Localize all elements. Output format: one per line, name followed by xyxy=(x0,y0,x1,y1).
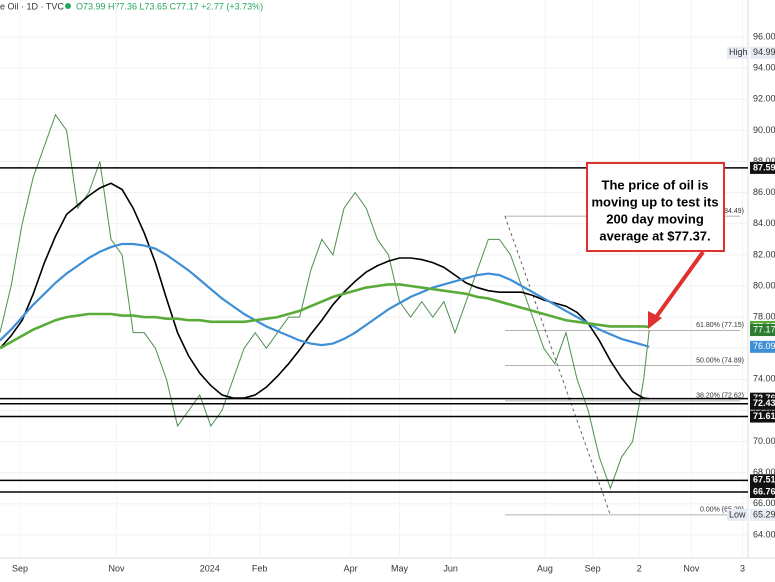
level-tag-label: 87.59 xyxy=(753,162,775,172)
annotation: The price of oil is moving up to test its… xyxy=(591,177,718,243)
annotation-line: The price of oil is xyxy=(602,177,709,192)
level-tag-label: 66.76 xyxy=(753,486,775,496)
y-tick-label: 80.00 xyxy=(753,280,775,290)
y-tick-label: 74.00 xyxy=(753,374,775,384)
arrow-head xyxy=(648,311,662,329)
price-tag-label: 77.17 xyxy=(753,324,775,334)
y-tick-label: 78.00 xyxy=(753,311,775,321)
level-tag xyxy=(750,474,775,487)
y-tick-label: 88.00 xyxy=(753,156,775,166)
annotation-box xyxy=(586,162,725,252)
y-tick-label: 84.00 xyxy=(753,218,775,228)
ohlc: O73.99 H77.36 L73.65 C77.17 +2.77 (+3.73… xyxy=(76,1,263,11)
symbol: e Oil · 1D · TVC xyxy=(0,1,64,11)
level-tag-label: 72.43 xyxy=(753,398,775,408)
x-tick-label: May xyxy=(391,563,409,573)
price-tag-label: 65.29 xyxy=(753,509,775,519)
x-tick-label: 2024 xyxy=(200,563,220,573)
x-tick-label: Apr xyxy=(344,563,358,573)
price-tag xyxy=(750,46,775,59)
x-tick-label: Sep xyxy=(585,563,601,573)
level-tag xyxy=(750,161,775,174)
price-tag-label: 76.09 xyxy=(753,341,775,351)
fib-label: 38.20% (72.62) xyxy=(696,393,744,400)
annotation-line: moving up to test its xyxy=(591,194,718,209)
price-tag-name: High xyxy=(729,47,748,57)
price-tag-name: Low xyxy=(729,509,746,519)
y-tick-label: 72.00 xyxy=(753,405,775,415)
arrow-shaft xyxy=(652,250,705,322)
trend-line xyxy=(504,215,611,516)
price-tag xyxy=(750,324,775,337)
y-tick-label: 96.00 xyxy=(753,31,775,41)
y-tick-label: 70.00 xyxy=(753,436,775,446)
y-tick-label: 82.00 xyxy=(753,249,775,259)
x-tick-label: Jun xyxy=(443,563,458,573)
x-tick-label: Aug xyxy=(537,563,553,573)
level-tag xyxy=(750,410,775,423)
x-tick-label: 3 xyxy=(740,563,745,573)
x-tick-label: Nov xyxy=(683,563,700,573)
moving-average xyxy=(0,242,650,348)
y-tick-label: 68.00 xyxy=(753,467,775,477)
level-tag-label: 67.51 xyxy=(753,475,775,485)
price-tag-label: 94.99 xyxy=(753,47,775,57)
price-line xyxy=(0,113,650,490)
x-tick-label: Sep xyxy=(12,563,28,573)
x-tick-label: Feb xyxy=(252,563,268,573)
fib-label: 61.80% (77.15) xyxy=(696,322,744,329)
fib-label: 50.00% (74.89) xyxy=(696,357,744,364)
fib-label: 84.49) xyxy=(724,208,744,215)
annotation-line: 200 day moving xyxy=(606,211,704,226)
price-tag xyxy=(750,508,775,521)
fib-label: 0.00% (65.29) xyxy=(700,507,744,514)
status-dot xyxy=(65,3,71,9)
level-tag-label: 71.61 xyxy=(753,411,775,421)
price-tag-name-bg xyxy=(727,508,749,521)
y-tick-label: 64.00 xyxy=(753,529,775,539)
y-tick-label: 92.00 xyxy=(753,94,775,104)
moving-average xyxy=(0,283,650,350)
annotation-line: average at $77.37. xyxy=(599,228,710,243)
x-tick-label: 2 xyxy=(637,563,642,573)
level-tag xyxy=(750,397,775,410)
price-tag xyxy=(750,340,775,353)
y-tick-label: 94.00 xyxy=(753,63,775,73)
y-tick-label: 86.00 xyxy=(753,187,775,197)
price-tag-name-bg xyxy=(727,46,749,59)
y-tick-label: 66.00 xyxy=(753,498,775,508)
level-tag xyxy=(750,486,775,499)
x-tick-label: Nov xyxy=(109,563,126,573)
y-tick-label: 90.00 xyxy=(753,125,775,135)
